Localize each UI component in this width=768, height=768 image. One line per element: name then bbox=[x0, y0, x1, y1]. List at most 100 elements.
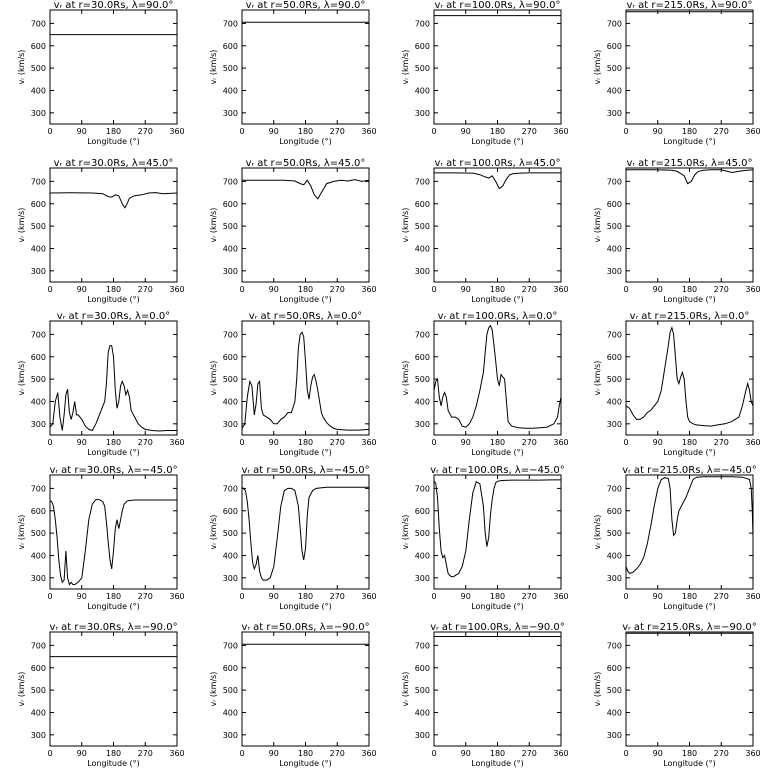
y-tick-label: 500 bbox=[607, 64, 622, 73]
series-line bbox=[626, 169, 754, 185]
x-tick-label: 180 bbox=[682, 127, 697, 136]
y-tick-label: 600 bbox=[607, 507, 622, 516]
subplot-4-4: vᵣ at r=215.0Rs, λ=−45.0° 0 90 180 270 360 300… bbox=[593, 465, 761, 611]
x-tick-label: 0 bbox=[239, 749, 244, 758]
y-tick-label: 700 bbox=[415, 484, 430, 493]
x-axis-label: Longitude (°) bbox=[471, 602, 524, 611]
x-tick-label: 360 bbox=[169, 127, 184, 136]
series-line bbox=[625, 326, 754, 427]
x-axis-label: Longitude (°) bbox=[87, 137, 140, 146]
plot-frame bbox=[433, 474, 562, 590]
y-tick-label: 700 bbox=[31, 641, 46, 650]
y-tick-label: 500 bbox=[607, 375, 622, 384]
x-tick-label: 270 bbox=[714, 749, 729, 758]
x-tick-label: 270 bbox=[330, 127, 345, 136]
x-tick-label: 90 bbox=[77, 285, 87, 294]
y-tick-label: 500 bbox=[31, 375, 46, 384]
y-axis-label: vᵣ (km/s) bbox=[209, 672, 218, 707]
y-axis-label: vᵣ (km/s) bbox=[593, 208, 602, 243]
y-tick-label: 500 bbox=[223, 222, 238, 231]
y-tick-label: 700 bbox=[31, 19, 46, 28]
y-tick-label: 300 bbox=[223, 267, 238, 276]
y-axis-label: vᵣ (km/s) bbox=[17, 672, 26, 707]
subplot-5-1: vᵣ at r=30.0Rs, λ=−90.0° 0 90 180 270 360 300 4… bbox=[17, 622, 185, 768]
y-tick-label: 500 bbox=[607, 686, 622, 695]
x-tick-label: 0 bbox=[47, 127, 52, 136]
plot-frame bbox=[625, 9, 754, 125]
x-axis-label: Longitude (°) bbox=[87, 448, 140, 457]
x-tick-label: 90 bbox=[653, 592, 663, 601]
y-tick-label: 400 bbox=[223, 86, 238, 95]
y-tick-label: 500 bbox=[607, 529, 622, 538]
x-tick-label: 360 bbox=[169, 592, 184, 601]
x-tick-label: 270 bbox=[330, 592, 345, 601]
x-tick-label: 0 bbox=[623, 438, 628, 447]
x-tick-label: 270 bbox=[714, 285, 729, 294]
x-tick-label: 90 bbox=[461, 592, 471, 601]
y-tick-label: 500 bbox=[415, 64, 430, 73]
x-tick-label: 270 bbox=[522, 285, 537, 294]
y-tick-label: 300 bbox=[415, 420, 430, 429]
x-tick-label: 0 bbox=[623, 749, 628, 758]
y-tick-label: 700 bbox=[223, 330, 238, 339]
subplot-title: vᵣ at r=100.0Rs, λ=0.0° bbox=[438, 311, 558, 322]
y-tick-label: 700 bbox=[415, 177, 430, 186]
plot-frame bbox=[241, 320, 370, 436]
x-tick-label: 180 bbox=[106, 285, 121, 294]
y-tick-label: 300 bbox=[223, 574, 238, 583]
x-tick-label: 0 bbox=[47, 592, 52, 601]
y-tick-label: 300 bbox=[31, 731, 46, 740]
x-tick-label: 0 bbox=[431, 592, 436, 601]
x-tick-label: 0 bbox=[47, 285, 52, 294]
x-axis-label: Longitude (°) bbox=[87, 602, 140, 611]
y-tick-label: 400 bbox=[415, 86, 430, 95]
plot-frame bbox=[241, 631, 370, 747]
y-tick-label: 400 bbox=[223, 708, 238, 717]
x-tick-label: 360 bbox=[745, 127, 760, 136]
y-tick-label: 600 bbox=[607, 42, 622, 51]
y-tick-label: 600 bbox=[31, 353, 46, 362]
x-tick-label: 0 bbox=[431, 127, 436, 136]
y-tick-label: 700 bbox=[223, 641, 238, 650]
subplot-title: vᵣ at r=30.0Rs, λ=45.0° bbox=[54, 158, 174, 169]
x-tick-label: 0 bbox=[431, 749, 436, 758]
y-tick-label: 400 bbox=[31, 86, 46, 95]
y-tick-label: 500 bbox=[223, 375, 238, 384]
x-tick-label: 360 bbox=[553, 592, 568, 601]
x-tick-label: 90 bbox=[269, 749, 279, 758]
plot-frame bbox=[241, 474, 370, 590]
y-tick-label: 600 bbox=[31, 200, 46, 209]
subplot-title: vᵣ at r=30.0Rs, λ=0.0° bbox=[57, 311, 170, 322]
x-tick-label: 180 bbox=[682, 285, 697, 294]
x-tick-label: 360 bbox=[361, 438, 376, 447]
x-tick-label: 180 bbox=[298, 592, 313, 601]
y-tick-label: 600 bbox=[223, 200, 238, 209]
x-axis-label: Longitude (°) bbox=[663, 602, 716, 611]
subplot-title: vᵣ at r=215.0Rs, λ=0.0° bbox=[630, 311, 750, 322]
y-tick-label: 600 bbox=[223, 353, 238, 362]
x-tick-label: 180 bbox=[490, 285, 505, 294]
y-tick-label: 600 bbox=[223, 42, 238, 51]
subplot-title: vᵣ at r=100.0Rs, λ=45.0° bbox=[434, 158, 560, 169]
y-tick-label: 600 bbox=[31, 507, 46, 516]
x-axis-label: Longitude (°) bbox=[471, 137, 524, 146]
series-line bbox=[433, 479, 561, 578]
x-tick-label: 270 bbox=[330, 285, 345, 294]
subplot-title: vᵣ at r=50.0Rs, λ=90.0° bbox=[246, 0, 366, 11]
x-tick-label: 0 bbox=[47, 749, 52, 758]
y-tick-label: 700 bbox=[607, 484, 622, 493]
y-tick-label: 500 bbox=[31, 64, 46, 73]
x-tick-label: 270 bbox=[522, 749, 537, 758]
y-tick-label: 300 bbox=[31, 420, 46, 429]
y-tick-label: 300 bbox=[31, 267, 46, 276]
subplot-3-1: vᵣ at r=30.0Rs, λ=0.0° 0 90 180 270 360 300 400… bbox=[17, 311, 185, 457]
x-tick-label: 0 bbox=[239, 127, 244, 136]
x-tick-label: 90 bbox=[269, 285, 279, 294]
x-tick-label: 180 bbox=[106, 592, 121, 601]
x-tick-label: 270 bbox=[714, 127, 729, 136]
y-tick-label: 500 bbox=[223, 686, 238, 695]
subplot-3-2: vᵣ at r=50.0Rs, λ=0.0° 0 90 180 270 360 300 400… bbox=[209, 311, 377, 457]
y-axis-label: vᵣ (km/s) bbox=[401, 515, 410, 550]
plot-frame bbox=[433, 9, 562, 125]
x-tick-label: 0 bbox=[239, 438, 244, 447]
